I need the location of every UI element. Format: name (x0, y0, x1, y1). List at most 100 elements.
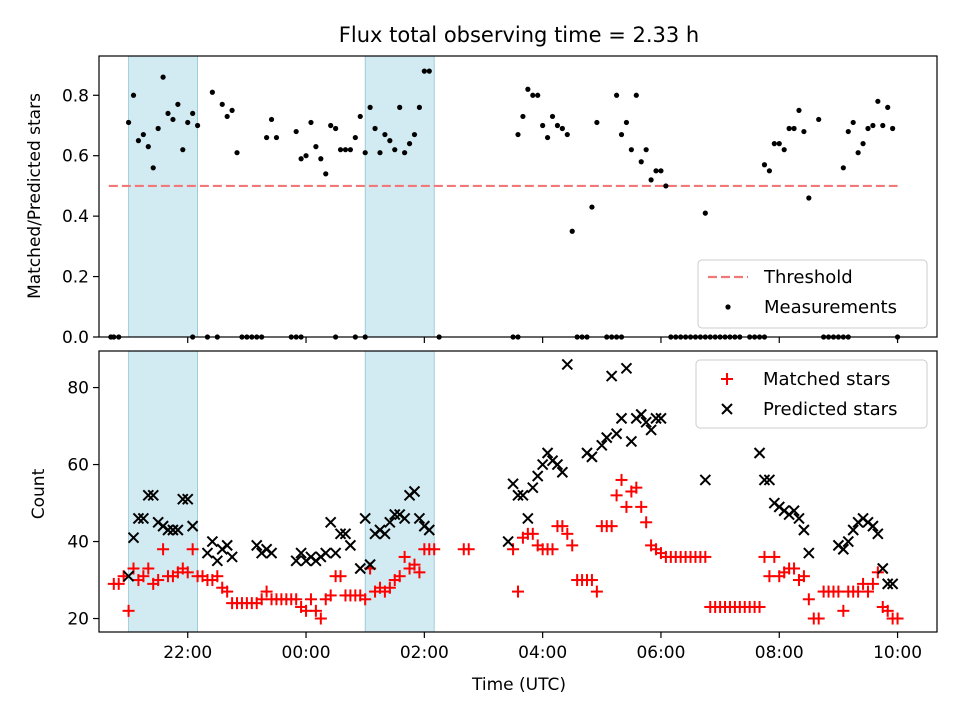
matched-star-point (837, 604, 850, 617)
measurement-point (880, 122, 886, 129)
predicted-star-point (398, 512, 411, 525)
matched-star-point (393, 570, 406, 583)
measurement-point (392, 147, 398, 153)
measurement-point (224, 113, 230, 120)
measurement-point (402, 150, 408, 156)
measurement-point (771, 141, 777, 147)
predicted-star-point (177, 493, 189, 505)
measurement-point (855, 150, 861, 156)
predicted-star-point (320, 547, 332, 559)
measurement-point (165, 110, 171, 117)
predicted-star-point (635, 408, 647, 421)
predicted-star-point (137, 512, 150, 525)
bottom-xtick-label: 08:00 (755, 643, 804, 663)
matched-star-point (556, 520, 569, 533)
measurement-point (544, 134, 551, 141)
bottom-legend: Matched stars Predicted stars (695, 359, 928, 429)
bottom-ytick-label: 60 (67, 456, 89, 476)
bottom-axes-frame (98, 350, 938, 633)
predicted-star-point (324, 516, 337, 529)
matched-star-point (512, 585, 524, 598)
predicted-star-point (596, 439, 608, 452)
measurement-point (264, 134, 270, 141)
measurement-point (816, 116, 822, 123)
matched-star-point (891, 612, 904, 625)
measurement-point (298, 156, 304, 162)
predicted-star-point (517, 489, 529, 502)
predicted-star-point (541, 447, 554, 459)
matched-star-point (615, 473, 628, 486)
predicted-star-point (206, 535, 219, 548)
highlight-span (128, 350, 198, 633)
predicted-star-point (615, 412, 628, 425)
matched-star-point (211, 570, 224, 583)
matched-star-point (122, 604, 135, 617)
matched-star-point (413, 566, 426, 579)
top-ytick-label: 0.2 (62, 268, 89, 288)
predicted-star-point (522, 512, 534, 525)
matched-star-point (526, 527, 539, 540)
matched-star-point (561, 527, 574, 540)
top-ylabel: Matched/Predicted stars (25, 93, 45, 299)
measurement-point (806, 195, 812, 201)
predicted-star-point (655, 412, 667, 425)
matched-star-point (797, 570, 810, 583)
top-x-ticks (187, 337, 899, 343)
measurement-point (663, 183, 669, 189)
measurement-point (323, 171, 329, 177)
measurement-point (293, 128, 299, 135)
matched-star-point (304, 593, 317, 606)
measurement-point (845, 128, 851, 135)
predicted-star-point (186, 520, 199, 532)
predicted-star-point (625, 435, 638, 448)
predicted-star-point (211, 555, 224, 567)
measurement-point (342, 147, 349, 153)
matched-star-point (157, 543, 170, 556)
predicted-star-point (364, 558, 376, 571)
predicted-star-point (753, 447, 766, 459)
measurement-point (520, 113, 526, 120)
predicted-star-point (793, 512, 805, 525)
bottom-panel: Count Time (UTC) 20 40 60 80 22:00 00:00 02:0… (29, 350, 938, 695)
bottom-legend-box (695, 359, 928, 429)
bottom-xtick-label: 06:00 (636, 643, 685, 663)
predicted-star-point (872, 528, 884, 540)
measurement-point (421, 68, 427, 74)
bottom-xtick-label: 00:00 (282, 643, 331, 663)
matched-star-point (866, 577, 879, 590)
predicted-star-point (334, 528, 347, 540)
measurement-point (840, 165, 846, 171)
predicted-star-point (389, 508, 401, 521)
measurement-point (875, 98, 881, 104)
predicted-star-point (561, 358, 574, 371)
matched-star-point (753, 600, 766, 613)
predicted-star-point (290, 555, 302, 567)
bottom-xlabel: Time (UTC) (471, 675, 566, 695)
measurement-point (761, 162, 768, 168)
top-legend: Threshold Measurements (697, 259, 928, 329)
measurement-point (776, 141, 782, 147)
matched-star-point (812, 612, 825, 625)
matched-star-point (802, 593, 815, 606)
matched-legend-label: Matched stars (763, 369, 890, 390)
top-ytick-label: 0.0 (62, 328, 89, 348)
measurement-point (549, 113, 556, 120)
top-ytick-label: 0.6 (62, 147, 89, 167)
matched-star-point (398, 550, 411, 563)
measurement-point (337, 147, 344, 153)
measurement-point (530, 92, 536, 98)
matched-star-point (566, 539, 579, 552)
matched-star-point (186, 543, 199, 556)
measurement-point (160, 74, 166, 80)
measurement-point (860, 141, 866, 147)
measurement-point (890, 125, 896, 132)
measurement-point (377, 150, 383, 156)
top-legend-box (697, 259, 928, 329)
measurement-point (564, 131, 570, 138)
measurement-point (357, 113, 363, 120)
matched-star-point (881, 604, 894, 617)
measurement-point (796, 107, 802, 113)
predicted-star-point (162, 524, 174, 536)
predicted-star-point (532, 470, 544, 482)
predicted-star-point (167, 524, 179, 536)
